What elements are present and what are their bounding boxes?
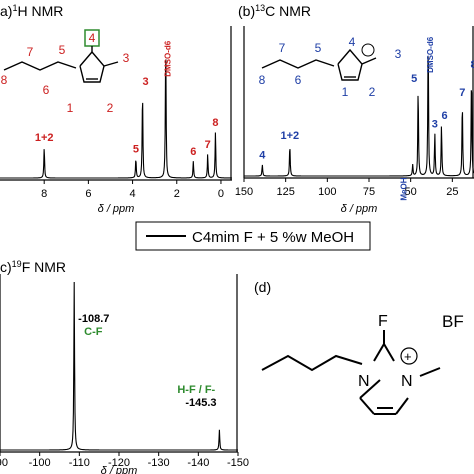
panel-d-molecule [261,330,441,415]
atom-number-label: 4 [349,35,356,49]
x-tick-label: -90 [0,457,8,469]
atom-number-label: 6 [43,83,50,97]
peak-value-label: -145.3 [185,397,216,409]
butyl-chain [261,59,335,69]
x-tick-label: -100 [29,457,51,469]
n3-label: N [401,373,413,390]
peak-label: MeOH [400,177,409,200]
butyl-chain [261,354,363,372]
panel-a: a)1H NMR 7 5 4 3 6 1 2 8 8 6 4 2 0 δ / ppm 1+2 5 3 DMSO-… [0,3,232,215]
atom-number-label: 3 [395,47,402,61]
x-axis-label: δ / ppm [341,203,378,215]
panel-b-molecule: 7 5 4 3 8 6 1 2 [259,35,402,99]
atom-number-label: 2 [107,101,114,115]
n-methyl-bond [419,367,441,377]
x-tick-label: 4 [130,188,136,200]
x-tick-label: 125 [276,186,294,198]
peak-label: 4 [259,150,266,162]
x-tick-label: -150 [227,457,249,469]
peak-label: 6 [441,110,447,122]
panel-c-plot: -90 -100 -110 -120 -130 -140 -150 δ / ppm -108.7… [0,274,249,474]
panel-a-title: a)1H NMR [0,3,63,19]
atom-number-label: 5 [315,41,322,55]
peak-label: 7 [205,139,211,151]
peak-label: DMSO-d6 [426,36,435,73]
x-axis-label: δ / ppm [98,203,135,215]
n-methyl-bond [361,57,377,65]
peak-label: 8 [212,117,218,129]
atom-number-label: 6 [295,73,302,87]
atom-number-label: 8 [259,73,266,87]
peak-label: 7 [459,87,465,99]
ring-bond-6 [395,397,409,415]
spectrum-line [0,59,232,179]
butyl-chain [3,61,77,71]
atom-number-label: 1 [342,85,349,99]
x-tick-label: 100 [318,186,336,198]
atom-number-label: 7 [279,41,286,55]
spectrum-line [244,55,474,177]
peak-label: 1+2 [35,132,54,144]
panel-b-title: (b)13C NMR [238,3,311,19]
peak-label: 1+2 [280,130,299,142]
peak-assignment-label: C-F [84,326,103,338]
peak-value-label: -108.7 [78,313,109,325]
n1-label: N [358,373,370,390]
panel-d-tag: (d) [254,279,271,295]
panel-c-title: c)19F NMR [0,259,66,275]
n-methyl-bond [103,61,119,67]
x-tick-label: 0 [218,188,224,200]
panel-b-plot: 150 125 100 75 50 25δ / ppm41+2MeOH5DMSO-d636… [235,26,474,215]
peak-assignment-label: H-F / F- [177,384,215,396]
legend: C4mim F + 5 %w MeOH [135,221,371,251]
atom-number-label: 1 [67,101,74,115]
fluorine-label: F [378,313,388,330]
panel-b: (b)13C NMR 7 5 438 61 2 150 125 100 75 50 25δ / p… [235,3,474,215]
atom-number-label: 8 [1,73,8,87]
x-tick-label: 2 [174,188,180,200]
peak-label: 6 [190,146,196,158]
x-tick-label: -120 [108,457,130,469]
atom-number-label: 5 [59,43,66,57]
x-axis-label: δ / ppm [101,465,138,474]
x-tick-label: 8 [41,188,47,200]
x-tick-label: -140 [187,457,209,469]
x-tick-label: 75 [363,186,375,198]
peak-label: 8 [470,59,474,71]
peak-label: 3 [432,118,438,130]
peak-label: 3 [142,76,148,88]
positive-charge-icon [361,43,375,57]
plus-sign: + [404,349,412,364]
spectrum-line [0,281,238,451]
imidazolium-ring [337,48,363,81]
ring-bond-3 [359,379,381,399]
positive-charge-icon [400,347,418,365]
ring-bond-2 [383,343,395,362]
x-tick-label: 150 [235,186,253,198]
atom-number-label: 3 [123,51,130,65]
x-tick-label: 50 [405,186,417,198]
bf4-label: BF [442,312,464,331]
ring-bond-4 [359,397,375,415]
panel-a-molecule: 7 5 4 3 6 1 2 8 [1,29,130,115]
x-tick-label: -110 [69,457,90,469]
ring-bond-1 [373,343,385,362]
atom-number-label: 7 [27,45,34,59]
x-tick-label: -130 [148,457,170,469]
x-tick-label: 6 [85,188,91,200]
peak-label: 5 [133,143,139,155]
x-tick-label: 25 [446,186,458,198]
peak-label: DMSO-d6 [164,40,173,77]
atom-number-label: 2 [369,85,376,99]
imidazolium-ring [79,50,105,83]
peak-label: 5 [411,73,417,85]
legend-label: C4mim F + 5 %w MeOH [192,229,354,246]
atom-number-label: 4 [89,31,96,45]
panel-c: c)19F NMR -90 -100 -110 -120 -130 -140 -150 δ /… [0,259,249,474]
panel-d: (d) F N N + BF [254,279,464,415]
